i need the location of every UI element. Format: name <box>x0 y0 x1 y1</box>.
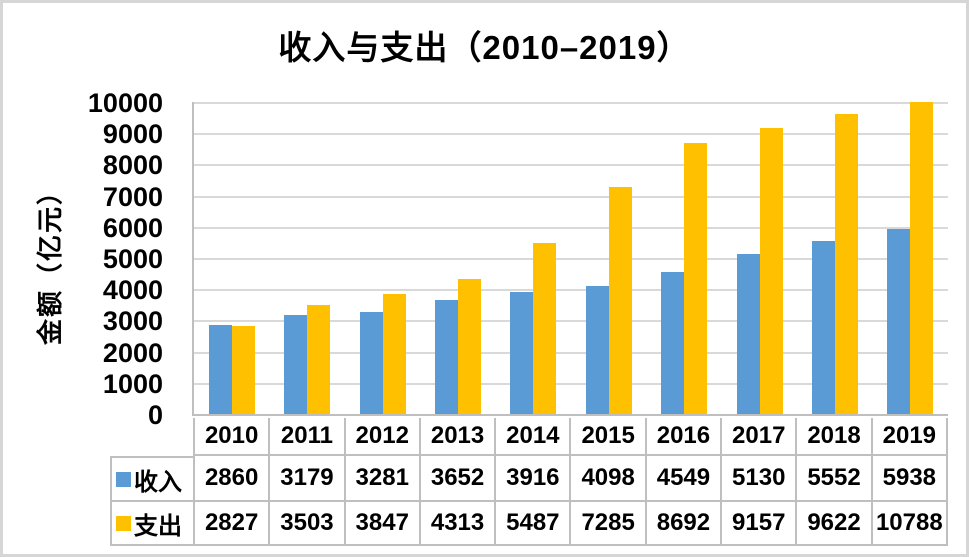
y-tick-label-0: 0 <box>147 400 163 430</box>
expense-value-2017: 9157 <box>720 502 795 544</box>
y-tick-label-2000: 2000 <box>102 338 163 368</box>
bar-group-2013 <box>420 102 495 414</box>
expense-bar-2019 <box>910 102 934 414</box>
income-bar-2016 <box>661 272 685 414</box>
income-bar-2011 <box>284 315 308 414</box>
income-legend-swatch-icon <box>116 471 131 487</box>
gridline-3000 <box>194 320 948 322</box>
expense-row: 支出 2827 3503 3847 4313 5487 7285 8692 9157 9622 10… <box>110 502 948 546</box>
y-tick-label-9000: 9000 <box>102 119 163 149</box>
income-value-2015: 4098 <box>569 456 644 500</box>
expense-bar-2012 <box>382 294 406 414</box>
gridline-8000 <box>194 164 948 166</box>
income-value-2014: 3916 <box>494 456 569 500</box>
income-value-2019: 5938 <box>870 456 948 500</box>
expense-legend-swatch-icon <box>116 515 131 531</box>
y-tick-label-4000: 4000 <box>102 275 163 305</box>
expense-bar-2013 <box>457 279 481 414</box>
income-bar-2015 <box>585 286 609 414</box>
bar-group-2018 <box>797 102 872 414</box>
expense-bar-2015 <box>608 187 632 414</box>
expense-bar-2016 <box>684 143 708 414</box>
expense-bar-2011 <box>307 305 331 414</box>
income-bar-2014 <box>510 292 534 414</box>
expense-legend-label: 支出 <box>134 512 182 540</box>
expense-bar-2010 <box>231 326 255 414</box>
income-bar-2010 <box>208 325 232 414</box>
bar-group-2017 <box>722 102 797 414</box>
income-value-2013: 3652 <box>418 456 494 500</box>
income-bar-2018 <box>811 241 835 414</box>
bar-group-2011 <box>269 102 344 414</box>
year-cell-2012: 2012 <box>343 418 419 454</box>
gridline-4000 <box>194 289 948 291</box>
gridline-2000 <box>194 352 948 354</box>
income-value-2018: 5552 <box>795 456 870 500</box>
y-tick-label-6000: 6000 <box>102 213 163 243</box>
expense-value-2012: 3847 <box>343 502 419 544</box>
year-cell-2013: 2013 <box>418 418 494 454</box>
gridline-9000 <box>194 133 948 135</box>
year-cell-2014: 2014 <box>494 418 569 454</box>
bar-group-2010 <box>194 102 269 414</box>
income-value-2011: 3179 <box>268 456 343 500</box>
income-value-2017: 5130 <box>720 456 795 500</box>
expense-value-2014: 5487 <box>494 502 569 544</box>
y-tick-label-10000: 10000 <box>87 88 163 118</box>
year-cell-2018: 2018 <box>795 418 870 454</box>
bars-layer <box>194 102 948 414</box>
y-tick-label-3000: 3000 <box>102 306 163 336</box>
data-table: 2010 2011 2012 2013 2014 2015 2016 2017 2018 2019… <box>110 418 948 546</box>
year-cell-2017: 2017 <box>720 418 795 454</box>
bar-group-2012 <box>345 102 420 414</box>
income-legend-label: 收入 <box>134 468 182 496</box>
expense-legend-cell: 支出 <box>110 502 193 544</box>
y-tick-label-5000: 5000 <box>102 244 163 274</box>
expense-value-2019: 10788 <box>870 502 948 544</box>
expense-value-2018: 9622 <box>795 502 870 544</box>
year-cell-2015: 2015 <box>569 418 644 454</box>
income-bar-2019 <box>887 229 911 414</box>
year-cell-2011: 2011 <box>268 418 343 454</box>
income-bar-2013 <box>434 300 458 414</box>
gridline-1000 <box>194 383 948 385</box>
expense-value-2011: 3503 <box>268 502 343 544</box>
income-bar-2012 <box>359 312 383 414</box>
y-tick-label-8000: 8000 <box>102 150 163 180</box>
income-legend-cell: 收入 <box>110 456 193 500</box>
bar-group-2014 <box>496 102 571 414</box>
expense-value-2016: 8692 <box>644 502 720 544</box>
expense-bar-2017 <box>759 128 783 414</box>
gridline-10000 <box>194 102 948 104</box>
gridline-5000 <box>194 258 948 260</box>
year-cell-2019: 2019 <box>870 418 948 454</box>
gridline-7000 <box>194 196 948 198</box>
expense-bar-2018 <box>834 114 858 414</box>
bar-group-2015 <box>571 102 646 414</box>
income-value-2016: 4549 <box>644 456 720 500</box>
expense-bar-2014 <box>533 243 557 414</box>
year-header-row: 2010 2011 2012 2013 2014 2015 2016 2017 2018 2019 <box>193 418 948 456</box>
expense-value-2010: 2827 <box>193 502 268 544</box>
income-value-2012: 3281 <box>343 456 419 500</box>
gridline-6000 <box>194 227 948 229</box>
y-tick-label-1000: 1000 <box>102 369 163 399</box>
bar-group-2016 <box>646 102 721 414</box>
plot-area <box>192 102 948 416</box>
year-cell-2016: 2016 <box>644 418 720 454</box>
income-row: 收入 2860 3179 3281 3652 3916 4098 4549 5130 5552 59… <box>110 456 948 502</box>
income-value-2010: 2860 <box>193 456 268 500</box>
income-bar-2017 <box>736 254 760 414</box>
y-tick-label-7000: 7000 <box>102 182 163 212</box>
chart-title: 收入与支出（2010–2019） <box>278 29 691 66</box>
year-cell-2010: 2010 <box>193 418 268 454</box>
expense-value-2015: 7285 <box>569 502 644 544</box>
bar-group-2019 <box>873 102 948 414</box>
expense-value-2013: 4313 <box>418 502 494 544</box>
